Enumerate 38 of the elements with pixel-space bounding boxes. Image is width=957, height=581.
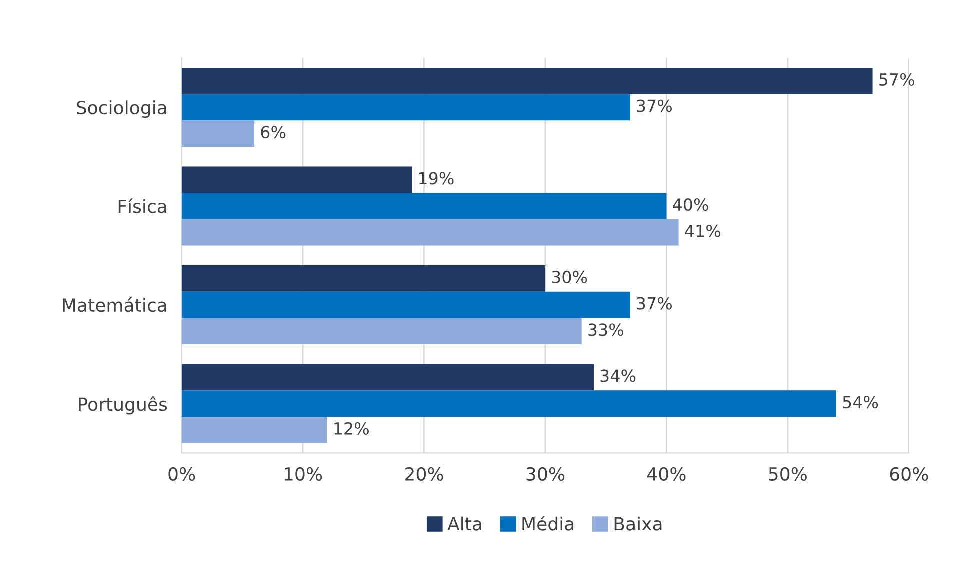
data-label: 30%	[552, 270, 588, 284]
x-tick-label: 40%	[648, 467, 686, 482]
data-label: 6%	[261, 126, 286, 139]
legend-label: Média	[522, 516, 574, 531]
x-tick-label: 20%	[406, 467, 444, 482]
data-label: 37%	[637, 297, 672, 310]
legend-label: Baixa	[614, 516, 662, 531]
data-label: 33%	[588, 324, 624, 336]
y-tick-label: Sociologia	[77, 100, 166, 118]
bar	[182, 266, 546, 292]
x-tick-label: 10%	[284, 467, 322, 482]
x-tick-label: 0%	[168, 467, 196, 482]
bar	[182, 68, 873, 94]
y-tick-label: Física	[118, 198, 166, 214]
bar	[182, 364, 594, 391]
bar	[182, 120, 255, 147]
bar	[182, 318, 582, 345]
legend-label: Alta	[448, 516, 482, 531]
data-label: 41%	[685, 224, 721, 238]
data-label: 37%	[637, 100, 672, 112]
bar	[182, 219, 679, 246]
bar	[182, 193, 667, 220]
bar	[182, 292, 630, 318]
bar	[182, 416, 328, 444]
data-label: 34%	[600, 370, 636, 382]
bar	[182, 94, 630, 121]
data-label: 12%	[334, 422, 369, 435]
data-label: 57%	[880, 73, 914, 86]
data-label: 19%	[420, 172, 454, 185]
x-tick-label: 30%	[526, 467, 565, 482]
data-label: 40%	[673, 198, 708, 212]
x-tick-label: 50%	[769, 467, 807, 482]
bar	[182, 166, 412, 194]
y-tick-label: Matemática	[63, 297, 166, 312]
data-label: 54%	[843, 396, 878, 409]
x-tick-label: 60%	[890, 467, 928, 482]
y-tick-label: Português	[79, 396, 168, 415]
bar	[182, 390, 836, 417]
